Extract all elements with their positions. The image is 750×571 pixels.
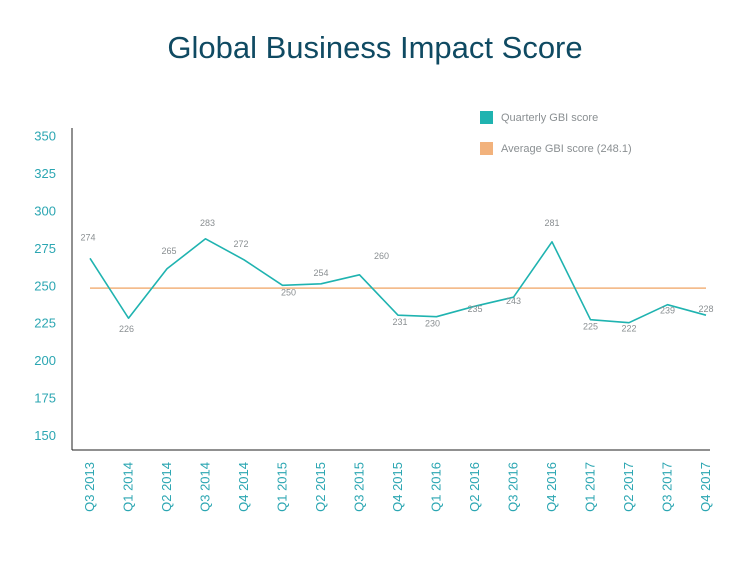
data-label: 230	[425, 319, 440, 329]
x-tick-label: Q4 2015	[390, 462, 405, 512]
x-tick-label: Q4 2016	[544, 462, 559, 512]
x-tick-label: Q2 2015	[313, 462, 328, 512]
series-line-quarterly	[89, 238, 707, 324]
y-axis-ticks: 150 175 200 225 250 275 300 325 350	[34, 128, 56, 443]
x-tick-label: Q3 2017	[660, 462, 675, 512]
x-tick-label: Q1 2016	[429, 462, 444, 512]
x-tick-label: Q3 2015	[352, 462, 367, 512]
legend-swatch-average	[480, 142, 493, 155]
legend-label-average: Average GBI score (248.1)	[501, 143, 632, 155]
y-tick-label: 250	[34, 278, 56, 293]
data-label: 260	[374, 251, 389, 261]
x-tick-label: Q1 2015	[275, 462, 290, 512]
data-label: 281	[544, 218, 559, 228]
data-label: 254	[313, 268, 328, 278]
x-tick-label: Q2 2014	[159, 462, 174, 512]
data-label: 250	[281, 287, 296, 297]
y-tick-label: 175	[34, 391, 56, 406]
data-label: 235	[467, 304, 482, 314]
data-label: 265	[161, 246, 176, 256]
data-label: 243	[506, 296, 521, 306]
x-tick-label: Q2 2017	[621, 462, 636, 512]
x-tick-label: Q4 2017	[698, 462, 713, 512]
legend-label-quarterly: Quarterly GBI score	[501, 112, 598, 124]
chart-title: Global Business Impact Score	[167, 30, 583, 65]
data-label: 239	[660, 306, 675, 316]
legend: Quarterly GBI score Average GBI score (24…	[480, 111, 632, 155]
data-label: 272	[233, 239, 248, 249]
data-label: 225	[583, 322, 598, 332]
data-label: 283	[200, 218, 215, 228]
data-label: 274	[80, 232, 95, 242]
axes	[71, 128, 710, 451]
y-tick-label: 350	[34, 128, 56, 143]
data-label: 222	[621, 324, 636, 334]
legend-swatch-quarterly	[480, 111, 493, 124]
data-label: 231	[392, 317, 407, 327]
y-tick-label: 150	[34, 428, 56, 443]
y-tick-label: 275	[34, 241, 56, 256]
x-tick-label: Q1 2014	[121, 462, 136, 512]
y-tick-label: 300	[34, 203, 56, 218]
data-label: 228	[698, 304, 713, 314]
x-tick-label: Q4 2014	[236, 462, 251, 512]
x-tick-label: Q2 2016	[467, 462, 482, 512]
x-tick-label: Q3 2014	[198, 462, 213, 512]
data-labels: 274 226 265 283 272 250 254 260 231 230 235 243 281 2…	[80, 218, 713, 334]
data-label: 226	[119, 324, 134, 334]
x-tick-label: Q1 2017	[583, 462, 598, 512]
y-tick-label: 325	[34, 166, 56, 181]
y-tick-label: 225	[34, 316, 56, 331]
x-axis-ticks: Q3 2013 Q1 2014 Q2 2014 Q3 2014 Q4 2014 Q1 20…	[82, 462, 713, 512]
y-tick-label: 200	[34, 353, 56, 368]
series-group	[89, 238, 707, 324]
x-tick-label: Q3 2016	[506, 462, 521, 512]
x-tick-label: Q3 2013	[82, 462, 97, 512]
